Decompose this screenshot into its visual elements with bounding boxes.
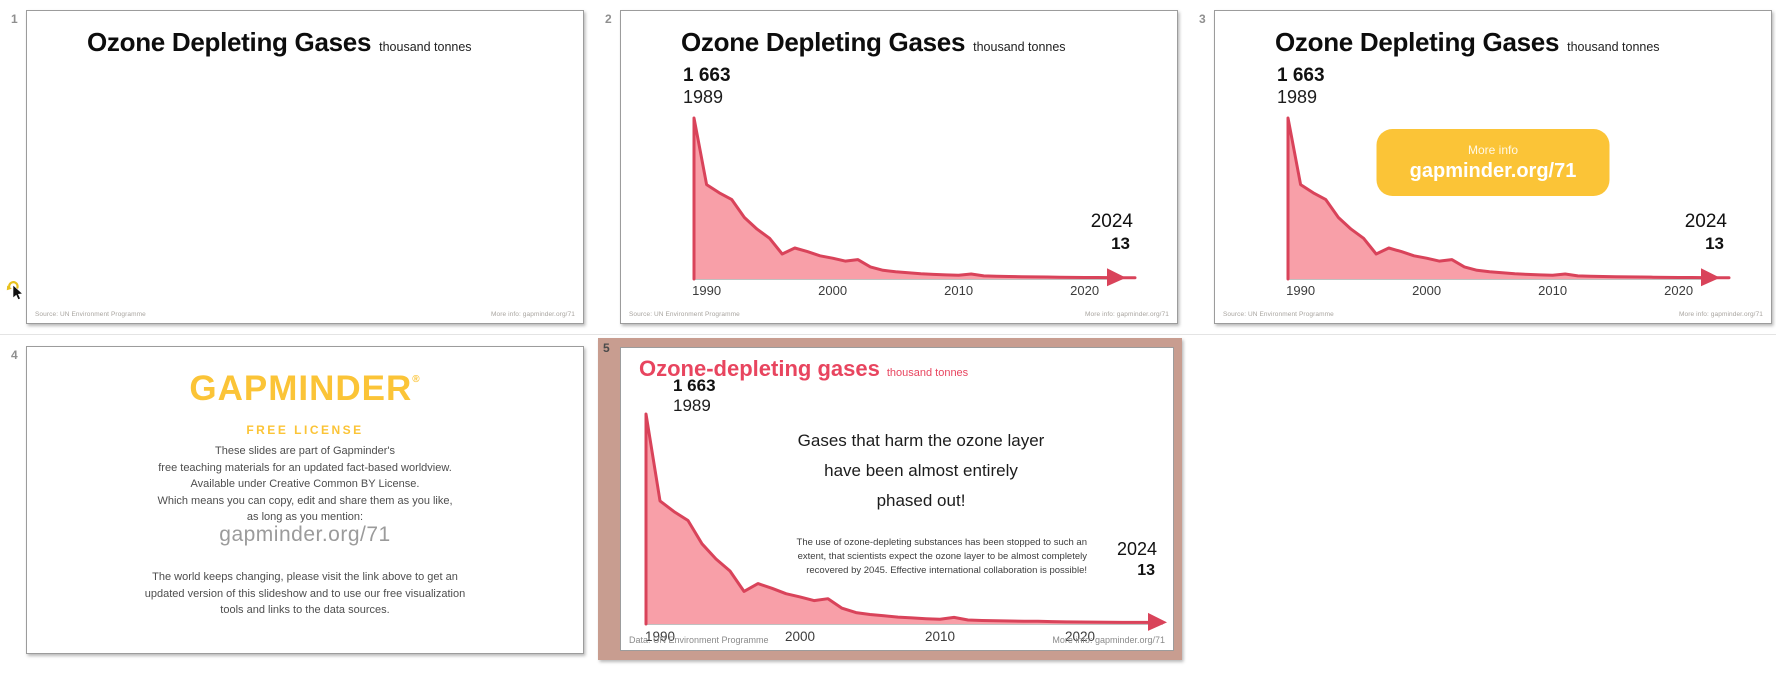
peak-value-label: 1 663 1989 [683,65,731,107]
peak-value-label: 1 663 1989 [1277,65,1325,107]
latest-value-label: 2024 13 [1116,539,1157,579]
ozone-area-chart: 1990 2000 2010 2020 [1286,116,1731,298]
slide-title-units: thousand tonnes [886,367,969,379]
latest-value-label: 2024 13 [1684,211,1727,253]
annotation-note: The use of ozone-depleting substances ha… [796,537,1087,576]
refresh-arrowhead [6,285,12,291]
slide-title-units: thousand tonnes [1567,40,1660,54]
update-paragraph: The world keeps changing, please visit t… [144,571,466,616]
slide-thumbnail-4[interactable]: 4 GAPMINDER® FREE LICENSE These slides a… [11,346,584,654]
slide-title-units: thousand tonnes [973,40,1066,54]
slide-number-4: 4 [11,348,18,362]
more-info-footer: More info: gapminder.org/71 [491,311,575,318]
slide-number-2: 2 [605,12,612,26]
gapminder-url-label: gapminder.org/71 [1409,159,1577,182]
svg-text:2000: 2000 [818,283,847,298]
license-paragraph: These slides are part of Gapminder's fre… [157,445,453,523]
key-message: Gases that harm the ozone layer have bee… [797,431,1045,510]
ozone-area-chart: 1990 2000 2010 2020 [692,116,1137,298]
data-source-footer: Data: UN Environment Programme [629,635,769,645]
slide-thumbnail-2[interactable]: 2 Ozone Depleting Gases thousand tonnes … [605,10,1178,324]
gapminder-link: gapminder.org/71 [219,523,391,546]
source-footer: Source: UN Environment Programme [629,311,740,318]
more-info-button[interactable]: More info gapminder.org/71 [1376,129,1610,196]
svg-text:2010: 2010 [944,283,973,298]
slide-number-5: 5 [603,341,610,355]
more-info-button-label: More info [1467,142,1519,157]
row-divider [0,334,1776,335]
slide-title: Ozone Depleting Gases [1275,27,1560,57]
more-info-footer: More info: gapminder.org/71 [1085,311,1169,318]
slide-title-row: Ozone-depleting gases thousand tonnes [639,356,1173,382]
source-footer: Source: UN Environment Programme [1223,311,1334,318]
peak-value-label: 1 663 1989 [673,376,716,415]
svg-text:2010: 2010 [1538,283,1567,298]
svg-text:2000: 2000 [1412,283,1441,298]
source-footer: Source: UN Environment Programme [35,311,146,318]
svg-text:2020: 2020 [1664,283,1693,298]
slide-title: Ozone Depleting Gases [87,27,372,57]
selected-slide-frame: 5 Ozone-depleting gases thousand tonnes … [598,338,1182,660]
svg-text:2020: 2020 [1070,283,1099,298]
svg-text:2010: 2010 [925,629,955,644]
slide-title: Ozone Depleting Gases [681,27,966,57]
slide-title-units: thousand tonnes [379,40,472,54]
gapminder-logo: GAPMINDER® [189,369,421,408]
svg-text:1990: 1990 [645,629,675,644]
more-info-footer: More info: gapminder.org/71 [1052,635,1165,645]
slide-thumbnail-3[interactable]: 3 Ozone Depleting Gases thousand tonnes … [1199,10,1772,324]
slide-title-row: Ozone Depleting Gases thousand tonnes [1275,27,1771,58]
svg-text:1990: 1990 [1286,283,1315,298]
svg-text:2020: 2020 [1065,629,1095,644]
slide-thumbnail-5[interactable]: Ozone-depleting gases thousand tonnes 1 … [620,347,1174,651]
slide-title: Ozone-depleting gases [639,356,880,381]
slide-thumbnail-1[interactable]: 1 Ozone Depleting Gases thousand tonnes … [11,10,584,324]
slide-title-row: Ozone Depleting Gases thousand tonnes [681,27,1177,58]
slide-number-1: 1 [11,12,18,26]
mouse-cursor-with-refresh-icon [6,281,24,300]
ozone-area-chart: 1990 2000 2010 2020 [644,412,1167,644]
svg-text:1990: 1990 [692,283,721,298]
more-info-footer: More info: gapminder.org/71 [1679,311,1763,318]
free-license-heading: FREE LICENSE [246,423,364,437]
registered-mark: ® [412,374,421,385]
latest-value-label: 2024 13 [1090,211,1133,253]
slide-number-3: 3 [1199,12,1206,26]
slide-title-row: Ozone Depleting Gases thousand tonnes [87,27,583,58]
svg-text:2000: 2000 [785,629,815,644]
mouse-pointer-icon [12,284,24,300]
